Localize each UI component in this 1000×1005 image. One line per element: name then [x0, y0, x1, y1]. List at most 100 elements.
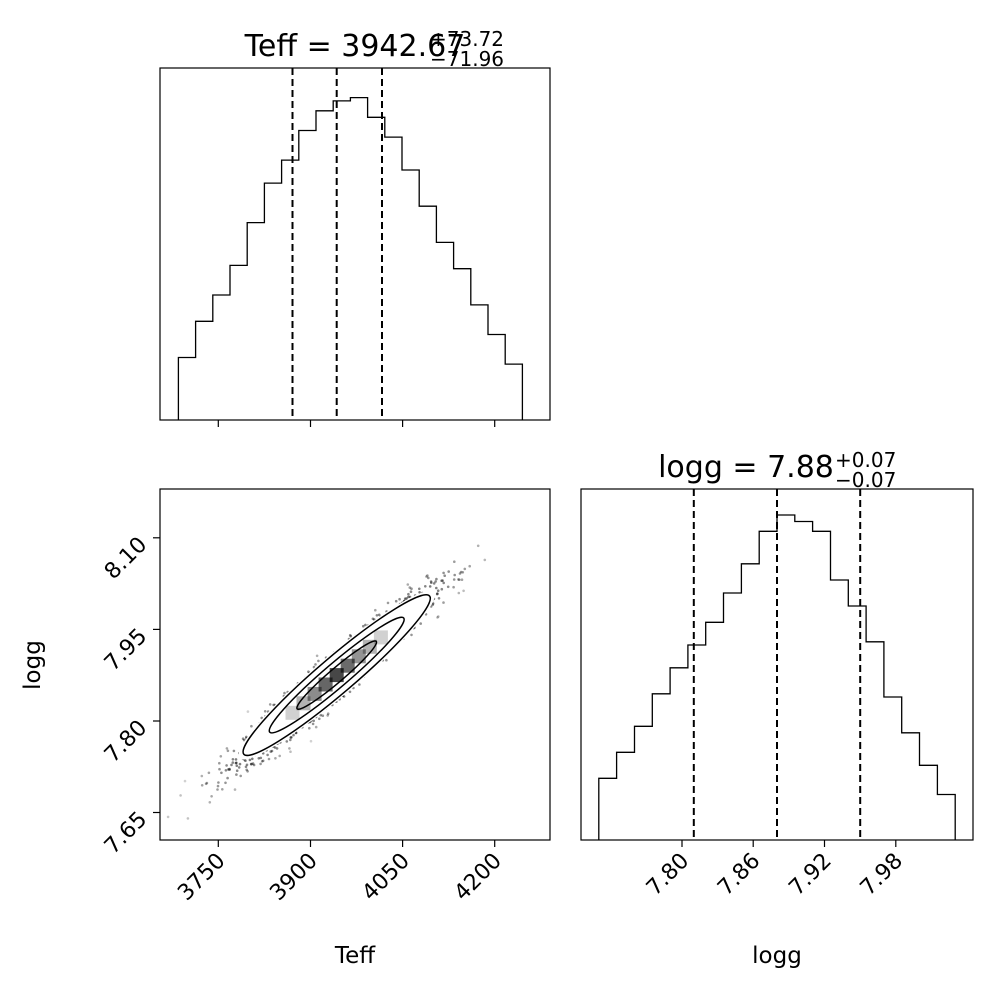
scatter-point: [230, 763, 233, 767]
scatter-point: [221, 788, 224, 791]
scatter-point: [218, 761, 221, 765]
scatter-point: [290, 736, 293, 739]
scatter-point: [425, 575, 428, 578]
scatter-point: [261, 759, 265, 763]
scatter-point: [419, 622, 423, 625]
scatter-point: [285, 740, 289, 743]
scatter-point: [288, 747, 291, 750]
scatter-point: [245, 768, 248, 772]
scatter-point: [204, 782, 208, 786]
scatter-point: [348, 690, 352, 694]
scatter-point: [358, 683, 361, 686]
scatter-point: [250, 724, 253, 728]
scatter-point: [234, 758, 238, 761]
scatter-point: [289, 750, 292, 753]
teff-histogram-ticks: [217, 420, 496, 427]
scatter-point: [272, 703, 275, 707]
scatter-point: [248, 758, 252, 762]
scatter-point: [371, 617, 375, 621]
logg-histogram-ticks: 7.80 7.86 7.92 7.98: [642, 840, 908, 901]
scatter-point: [225, 747, 229, 750]
scatter-point: [183, 779, 187, 783]
scatter-point: [364, 623, 367, 627]
scatter-point: [216, 788, 219, 791]
scatter-point: [252, 763, 256, 767]
scatter-point: [452, 585, 455, 589]
scatter-point: [457, 591, 461, 595]
teff-histogram-panel: Teff = 3942.67 +73.72 −71.96: [159, 27, 551, 427]
scatter-point: [436, 589, 440, 592]
scatter-point: [210, 795, 213, 798]
scatter-point: [311, 722, 315, 726]
density-cell: [285, 705, 300, 720]
scatter-point: [457, 578, 460, 581]
scatter-point: [220, 771, 223, 775]
scatter-point: [267, 757, 271, 761]
logg-quantile-lines: [692, 489, 862, 840]
scatter-point: [205, 781, 209, 785]
scatter-point: [348, 633, 352, 637]
logg-axis-label: logg: [20, 640, 46, 690]
scatter-point: [476, 544, 480, 548]
scatter-point: [386, 601, 390, 605]
scatter-point: [200, 784, 204, 787]
x-tick-label: 3900: [265, 849, 322, 906]
scatter-point: [418, 587, 421, 591]
scatter-point: [398, 597, 401, 601]
scatter-point: [405, 597, 408, 600]
scatter-point: [231, 758, 235, 761]
scatter-point: [307, 670, 310, 673]
scatter-point: [312, 719, 316, 723]
scatter-point: [257, 757, 261, 760]
scatter-point: [315, 654, 319, 658]
scatter-point: [235, 761, 238, 765]
x-tick-label: 7.86: [713, 849, 765, 901]
scatter-point: [362, 624, 365, 628]
scatter-point: [458, 578, 461, 581]
scatter-point: [446, 585, 450, 589]
outer-contour: [242, 594, 432, 757]
scatter-point: [242, 738, 246, 742]
y-tick-label: 7.65: [100, 807, 152, 859]
scatter-point: [443, 574, 447, 577]
scatter-point: [435, 577, 438, 581]
scatter-point: [259, 762, 262, 766]
scatter-point: [263, 710, 267, 713]
scatter-point: [441, 579, 444, 582]
scatter-frame: [159, 488, 551, 841]
scatter-point: [232, 749, 236, 753]
scatter-point: [459, 570, 463, 574]
scatter-point: [260, 760, 264, 763]
scatter-point: [483, 558, 487, 562]
scatter-point: [179, 794, 182, 797]
teff-lower-uncertainty: −71.96: [430, 47, 504, 71]
density-cell: [340, 658, 355, 673]
scatter-point: [418, 591, 421, 594]
scatter-point: [426, 574, 429, 577]
scatter-point: [234, 761, 238, 765]
scatter-point: [233, 788, 237, 791]
density-cell: [362, 639, 377, 654]
scatter-point: [437, 597, 441, 600]
scatter-point: [462, 589, 465, 593]
scatter-point: [244, 765, 248, 769]
teff-axis-label: Teff: [334, 943, 376, 969]
scatter-point: [453, 573, 457, 577]
scatter-point: [259, 756, 263, 760]
scatter-point: [218, 767, 221, 771]
density-contours: [242, 594, 432, 757]
scatter-point: [289, 738, 292, 742]
scatter-point: [407, 595, 410, 599]
middle-contour: [268, 616, 405, 734]
scatter-point: [217, 781, 220, 784]
scatter-point: [440, 587, 444, 591]
scatter-point: [226, 776, 229, 780]
scatter-point: [268, 703, 272, 706]
scatter-point: [219, 755, 223, 758]
density-cell: [318, 677, 333, 692]
scatter-point: [406, 583, 410, 586]
scatter-point: [245, 735, 248, 739]
scatter-point: [314, 663, 317, 666]
scatter-point: [440, 579, 443, 582]
